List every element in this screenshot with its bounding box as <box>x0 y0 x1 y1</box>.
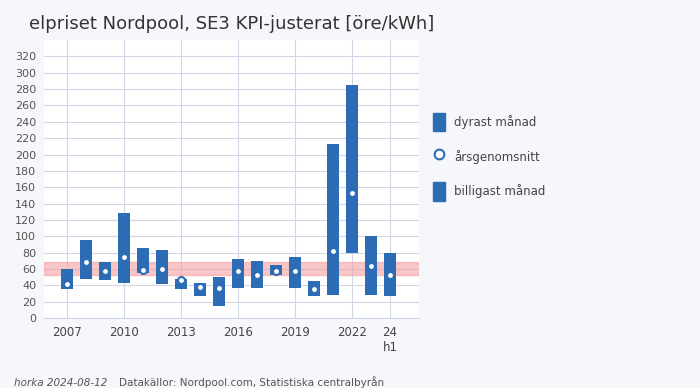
Bar <box>232 259 244 288</box>
Legend: dyrast månad, årsgenomsnitt, billigast månad: dyrast månad, årsgenomsnitt, billigast m… <box>428 108 550 205</box>
Bar <box>270 265 282 275</box>
Text: Datakällor: Nordpool.com, Statistiska centralbyrån: Datakällor: Nordpool.com, Statistiska ce… <box>119 376 384 388</box>
Bar <box>60 269 73 289</box>
Bar <box>365 236 377 295</box>
Bar <box>213 277 225 306</box>
Bar <box>194 283 206 296</box>
Title: elpriset Nordpool, SE3 KPI-justerat [öre/kWh]: elpriset Nordpool, SE3 KPI-justerat [öre… <box>29 15 434 33</box>
Bar <box>175 279 187 289</box>
Bar <box>327 144 340 295</box>
Bar <box>118 213 130 283</box>
Bar <box>346 85 358 253</box>
Bar <box>155 250 168 284</box>
Bar <box>80 240 92 279</box>
Bar <box>99 262 111 281</box>
Bar <box>136 248 149 273</box>
Bar <box>384 253 396 296</box>
Bar <box>251 261 263 288</box>
Bar <box>289 257 301 288</box>
Text: horka 2024-08-12: horka 2024-08-12 <box>14 378 107 388</box>
Bar <box>308 281 320 296</box>
Bar <box>44 262 419 275</box>
